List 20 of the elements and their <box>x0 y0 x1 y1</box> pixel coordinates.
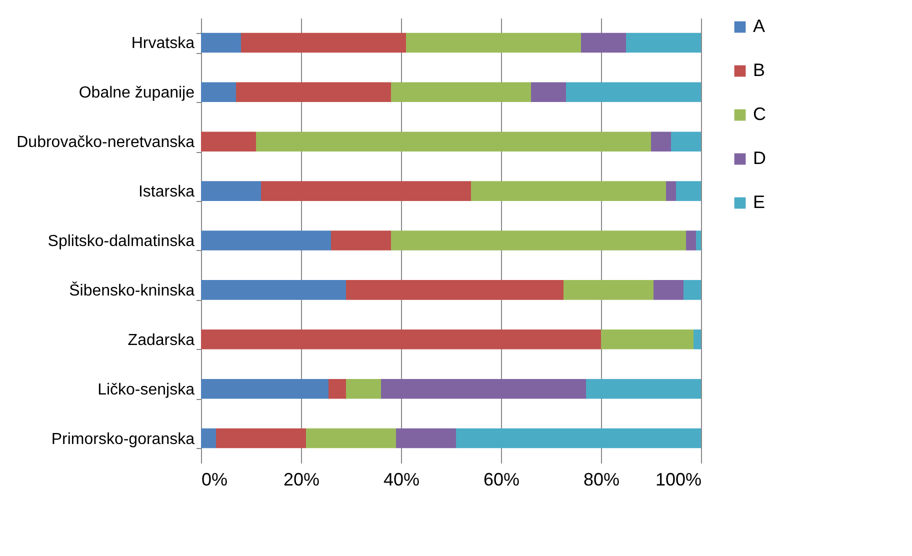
y-tick-label: Splitsko-dalmatinska <box>48 233 195 250</box>
x-tick-label: 0% <box>202 470 228 490</box>
x-tick-label: 100% <box>655 470 702 490</box>
y-tick-label: Primorsko-goranska <box>51 430 195 448</box>
x-tick-label: 40% <box>383 470 420 490</box>
y-tick-label: Obalne županije <box>78 84 195 102</box>
legend-label: C <box>753 104 766 124</box>
y-tick-label: Dubrovačko-neretvanska <box>16 134 195 152</box>
y-tick-label: Zadarska <box>128 332 195 349</box>
y-tick-label: Istarska <box>138 184 195 201</box>
legend-label: E <box>753 192 766 212</box>
y-tick-label: Hrvatska <box>131 35 195 52</box>
y-tick-label: Ličko-senjska <box>98 381 195 398</box>
x-tick-label: 60% <box>483 470 520 490</box>
legend-label: A <box>753 16 766 36</box>
x-tick-label: 80% <box>583 470 620 490</box>
y-tick-label: Šibensko-kninska <box>69 281 195 300</box>
legend-label: B <box>753 60 766 80</box>
x-tick-label: 20% <box>283 470 320 490</box>
legend-label: D <box>753 148 766 168</box>
